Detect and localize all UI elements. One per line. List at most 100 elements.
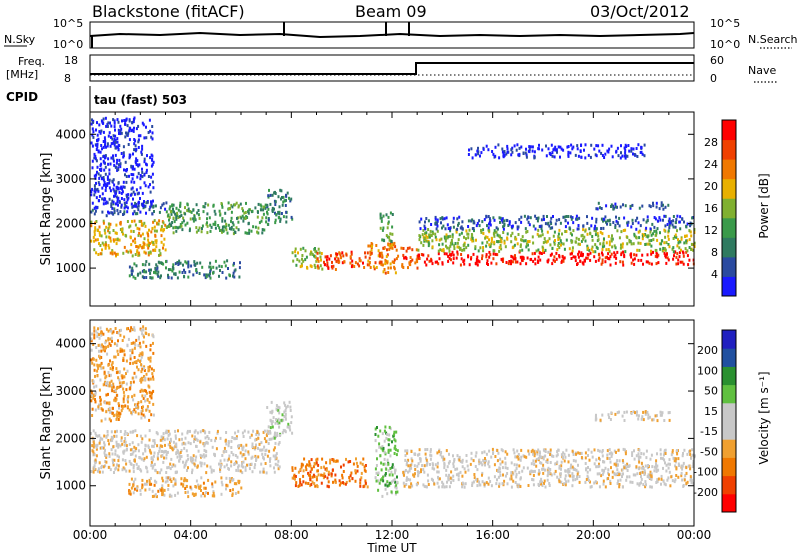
data-cell: [290, 415, 293, 419]
data-cell: [610, 239, 613, 243]
data-cell: [514, 469, 517, 473]
data-cell: [180, 482, 183, 486]
data-cell: [570, 257, 573, 260]
data-cell: [643, 472, 646, 476]
data-cell: [473, 473, 476, 476]
data-cell: [147, 246, 150, 250]
data-cell: [693, 241, 696, 245]
data-cell: [554, 469, 557, 473]
data-cell: [262, 212, 265, 216]
data-cell: [609, 223, 612, 226]
data-cell: [475, 238, 477, 242]
data-cell: [405, 249, 408, 253]
data-cell: [101, 192, 104, 196]
data-cell: [556, 453, 559, 457]
data-cell: [222, 229, 225, 233]
data-cell: [668, 458, 671, 462]
data-cell: [295, 481, 298, 485]
data-cell: [105, 185, 107, 189]
data-cell: [252, 429, 255, 433]
data-cell: [129, 492, 132, 496]
data-cell: [434, 463, 437, 467]
data-cell: [598, 149, 601, 153]
data-cell: [378, 261, 381, 265]
data-cell: [191, 471, 193, 475]
data-cell: [446, 480, 448, 484]
data-cell: [461, 474, 464, 478]
data-cell: [316, 457, 319, 461]
data-cell: [510, 474, 513, 478]
data-cell: [284, 409, 287, 412]
data-cell: [567, 470, 570, 474]
data-cell: [117, 418, 120, 421]
data-cell: [227, 444, 230, 448]
data-cell: [384, 473, 387, 477]
data-cell: [681, 478, 684, 482]
data-cell: [567, 460, 570, 464]
data-cell: [484, 459, 487, 463]
data-cell: [615, 219, 618, 223]
data-cell: [437, 262, 440, 266]
data-cell: [101, 408, 104, 412]
data-cell: [101, 197, 104, 201]
data-cell: [569, 227, 572, 231]
data-cell: [516, 455, 519, 459]
data-cell: [527, 243, 529, 247]
data-cell: [437, 477, 440, 481]
data-cell: [255, 433, 258, 436]
data-cell: [137, 344, 140, 347]
data-cell: [355, 461, 358, 465]
data-cell: [449, 229, 452, 233]
data-cell: [644, 412, 647, 416]
data-cell: [131, 121, 134, 124]
data-cell: [134, 241, 137, 245]
data-cell: [116, 415, 119, 419]
data-cell: [421, 464, 424, 467]
data-cell: [690, 456, 693, 460]
data-cell: [655, 467, 658, 470]
data-cell: [663, 458, 666, 462]
data-cell: [475, 451, 478, 455]
data-cell: [266, 406, 269, 409]
data-cell: [623, 419, 626, 422]
data-cell: [174, 212, 177, 216]
data-cell: [585, 478, 588, 481]
data-cell: [241, 462, 244, 466]
data-cell: [362, 261, 364, 265]
data-cell: [489, 245, 492, 249]
data-cell: [335, 255, 338, 259]
data-cell: [610, 205, 612, 208]
data-cell: [144, 251, 147, 255]
data-cell: [274, 435, 277, 439]
data-cell: [597, 465, 600, 469]
data-cell: [597, 234, 600, 238]
data-cell: [254, 454, 257, 458]
data-cell: [623, 466, 626, 470]
data-cell: [555, 257, 558, 261]
freq-label-line2: [MHz]: [6, 68, 38, 81]
data-cell: [564, 455, 567, 459]
data-cell: [340, 256, 342, 260]
data-cell: [111, 199, 114, 203]
data-cell: [551, 226, 554, 230]
data-cell: [678, 464, 680, 467]
data-cell: [111, 179, 114, 183]
data-cell: [122, 380, 125, 384]
data-cell: [528, 148, 531, 152]
data-cell: [393, 261, 396, 264]
data-cell: [132, 197, 134, 201]
data-cell: [374, 439, 377, 443]
data-cell: [100, 356, 103, 359]
data-cell: [606, 453, 609, 457]
data-cell: [160, 435, 163, 439]
data-cell: [268, 449, 271, 453]
data-cell: [478, 462, 481, 466]
data-cell: [91, 414, 94, 417]
data-cell: [549, 468, 552, 471]
data-cell: [156, 444, 159, 448]
data-cell: [481, 473, 483, 477]
data-cell: [517, 457, 520, 461]
data-cell: [182, 216, 185, 220]
data-cell: [212, 271, 214, 275]
data-cell: [411, 484, 414, 488]
